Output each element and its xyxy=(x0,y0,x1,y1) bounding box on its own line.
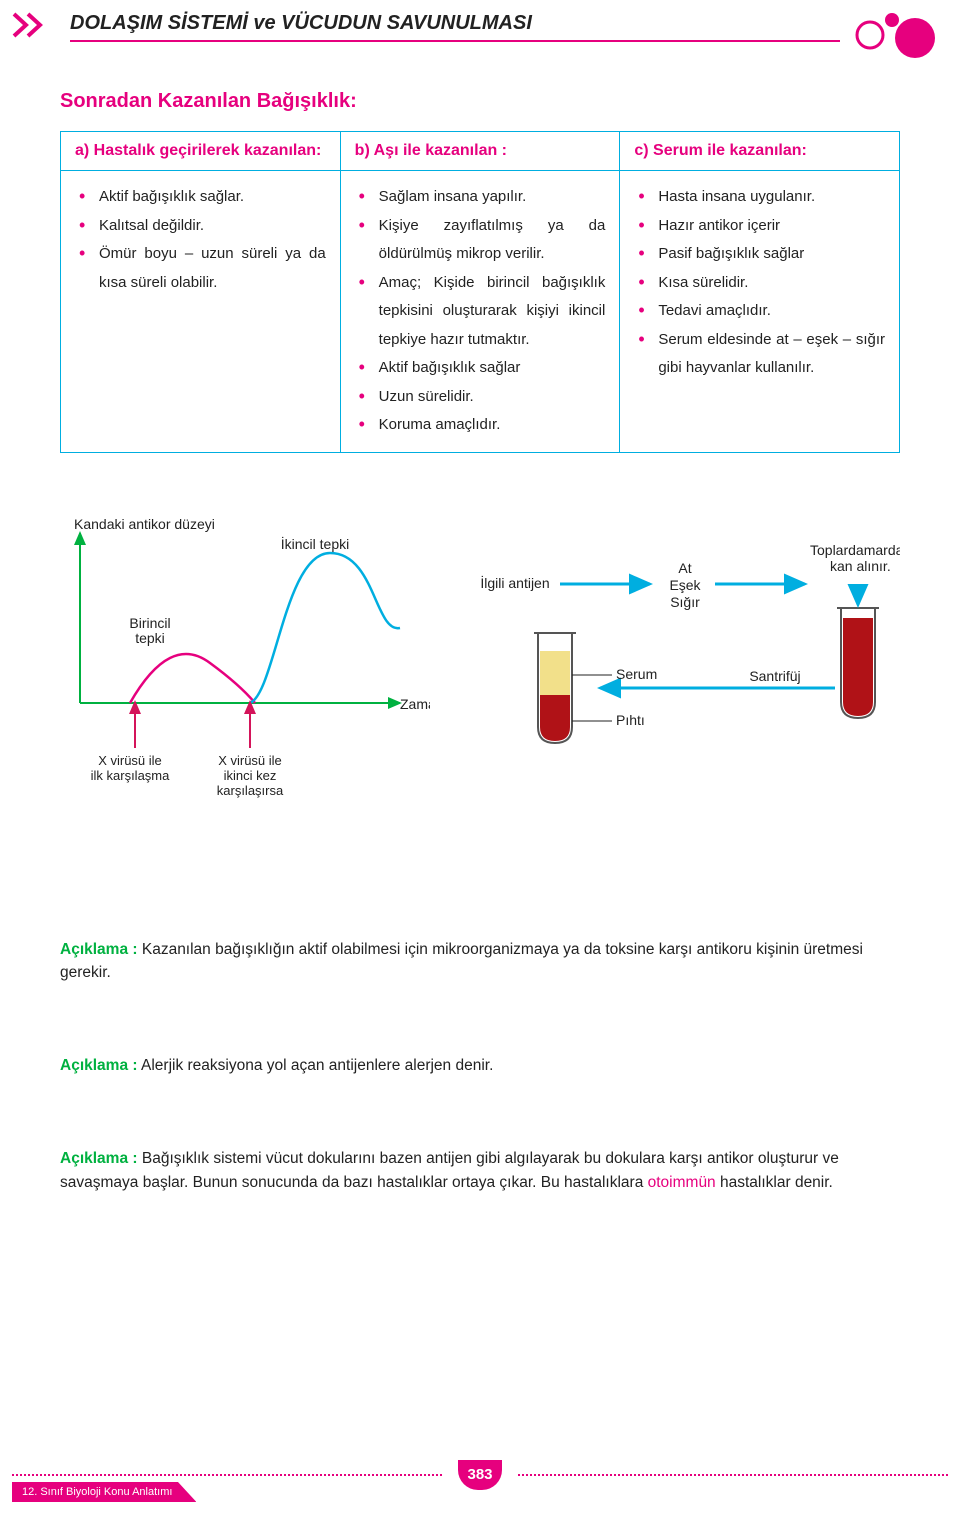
svg-text:ikinci kez: ikinci kez xyxy=(224,768,277,783)
page-footer: 383 12. Sınıf Biyoloji Konu Anlatımı xyxy=(0,1460,960,1500)
explanations: Açıklama : Kazanılan bağışıklığın aktif … xyxy=(60,938,900,1194)
section-title: Sonradan Kazanılan Bağışıklık: xyxy=(60,90,900,113)
explanation-text-part: hastalıklar denir. xyxy=(716,1174,833,1191)
explanation-1: Açıklama : Kazanılan bağışıklığın aktif … xyxy=(60,938,900,985)
list-item: Amaç; Kişide birincil bağışıklık tepkisi… xyxy=(355,269,606,355)
col-a-box: Aktif bağışıklık sağlar. Kalıtsal değild… xyxy=(60,170,341,453)
list-item: Serum eldesinde at – eşek – sığır gibi h… xyxy=(634,326,885,383)
chevron-icon xyxy=(10,10,60,40)
page-number: 383 xyxy=(458,1460,502,1490)
svg-text:tepki: tepki xyxy=(135,630,165,646)
svg-text:At: At xyxy=(678,560,691,576)
list-item: Kişiye zayıflatılmış ya da öldürülmüş mi… xyxy=(355,212,606,269)
list-item: Tedavi amaçlıdır. xyxy=(634,297,885,326)
serum-diagram: İlgili antijen AtEşekSığır Toplardamardank… xyxy=(460,513,900,808)
svg-text:Serum: Serum xyxy=(616,666,657,682)
list-item: Hazır antikor içerir xyxy=(634,212,885,241)
list-item: Aktif bağışıklık sağlar xyxy=(355,354,606,383)
svg-text:Toplardamardan: Toplardamardan xyxy=(810,542,900,558)
col-c-list: Hasta insana uygulanır. Hazır antikor iç… xyxy=(634,183,885,383)
explanation-label: Açıklama : xyxy=(60,1057,138,1074)
page-header: DOLAŞIM SİSTEMİ ve VÜCUDUN SAVUNULMASI xyxy=(0,0,960,60)
footer-dots-left xyxy=(12,1474,442,1476)
col-a-header: a) Hastalık geçirilerek kazanılan: xyxy=(60,131,341,170)
svg-text:karşılaşırsa: karşılaşırsa xyxy=(217,783,284,798)
svg-text:Sığır: Sığır xyxy=(670,594,700,610)
svg-text:Santrifüj: Santrifüj xyxy=(749,668,800,684)
svg-text:ilk karşılaşma: ilk karşılaşma xyxy=(91,768,171,783)
col-a-list: Aktif bağışıklık sağlar. Kalıtsal değild… xyxy=(75,183,326,297)
list-item: Aktif bağışıklık sağlar. xyxy=(75,183,326,212)
highlight-word: otoimmün xyxy=(648,1174,716,1191)
svg-text:Kandaki antikor düzeyi: Kandaki antikor düzeyi xyxy=(74,516,215,532)
svg-text:kan alınır.: kan alınır. xyxy=(830,558,891,574)
list-item: Uzun sürelidir. xyxy=(355,383,606,412)
col-c-header: c) Serum ile kazanılan: xyxy=(620,131,900,170)
explanation-text: Alerjik reaksiyona yol açan antijenlere … xyxy=(141,1057,493,1074)
column-bodies: Aktif bağışıklık sağlar. Kalıtsal değild… xyxy=(60,170,900,453)
header-ornament-icon xyxy=(830,10,940,60)
list-item: Koruma amaçlıdır. xyxy=(355,411,606,440)
list-item: Kalıtsal değildir. xyxy=(75,212,326,241)
explanation-label: Açıklama : xyxy=(60,941,138,958)
col-b-list: Sağlam insana yapılır. Kişiye zayıflatıl… xyxy=(355,183,606,440)
explanation-label: Açıklama : xyxy=(60,1150,138,1167)
footer-dots-right xyxy=(518,1474,948,1476)
col-b-box: Sağlam insana yapılır. Kişiye zayıflatıl… xyxy=(341,170,621,453)
chart-svg: Kandaki antikor düzeyi Zaman Birinciltepki… xyxy=(60,513,430,803)
svg-text:Zaman: Zaman xyxy=(400,696,430,712)
svg-text:Birincil: Birincil xyxy=(129,615,170,631)
header-title: DOLAŞIM SİSTEMİ ve VÜCUDUN SAVUNULMASI xyxy=(70,12,532,34)
list-item: Kısa sürelidir. xyxy=(634,269,885,298)
book-tag: 12. Sınıf Biyoloji Konu Anlatımı xyxy=(12,1482,196,1502)
serum-svg: İlgili antijen AtEşekSığır Toplardamardank… xyxy=(460,513,900,803)
header-line xyxy=(70,40,840,42)
diagram-area: Kandaki antikor düzeyi Zaman Birinciltepki… xyxy=(60,513,900,808)
svg-text:İlgili antijen: İlgili antijen xyxy=(480,574,549,591)
explanation-2: Açıklama : Alerjik reaksiyona yol açan a… xyxy=(60,1054,900,1077)
col-c-box: Hasta insana uygulanır. Hazır antikor iç… xyxy=(620,170,900,453)
antibody-chart: Kandaki antikor düzeyi Zaman Birinciltepki… xyxy=(60,513,430,808)
svg-text:X virüsü ile: X virüsü ile xyxy=(218,753,282,768)
list-item: Hasta insana uygulanır. xyxy=(634,183,885,212)
explanation-3: Açıklama : Bağışıklık sistemi vücut doku… xyxy=(60,1147,900,1194)
list-item: Pasif bağışıklık sağlar xyxy=(634,240,885,269)
column-headers: a) Hastalık geçirilerek kazanılan: b) Aş… xyxy=(60,131,900,170)
col-b-header: b) Aşı ile kazanılan : xyxy=(341,131,621,170)
explanation-text: Kazanılan bağışıklığın aktif olabilmesi … xyxy=(60,941,863,981)
list-item: Sağlam insana yapılır. xyxy=(355,183,606,212)
list-item: Ömür boyu – uzun süreli ya da kısa sürel… xyxy=(75,240,326,297)
svg-text:Pıhtı: Pıhtı xyxy=(616,712,645,728)
svg-text:X virüsü ile: X virüsü ile xyxy=(98,753,162,768)
svg-text:İkincil tepki: İkincil tepki xyxy=(281,535,349,552)
svg-text:Eşek: Eşek xyxy=(669,577,701,593)
